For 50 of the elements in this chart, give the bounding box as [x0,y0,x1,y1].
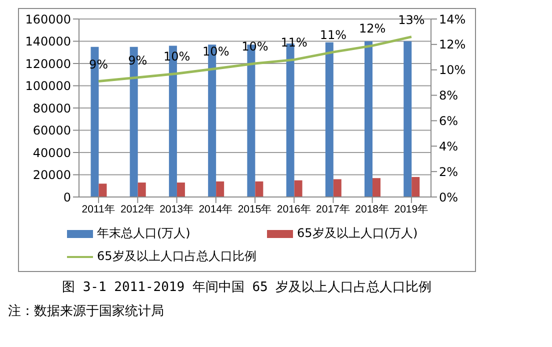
data-label: 11% [320,28,347,42]
y-tick-label: 100000 [25,79,71,94]
bar [372,178,381,197]
y2-tick-label: 8% [439,88,458,103]
data-label: 13% [398,12,425,27]
bar [138,182,146,197]
data-label: 10% [242,40,268,54]
y2-tick-label: 4% [439,139,458,154]
y2-tick-label: 6% [439,114,458,128]
bar [412,176,420,197]
x-tick-label: 2014年 [198,203,234,216]
x-tick-label: 2015年 [238,203,272,216]
y2-tick-label: 0% [439,190,458,204]
bar [325,42,334,197]
y-tick-label: 40000 [32,146,71,160]
y-tick-label: 160000 [25,12,71,26]
x-tick-label: 2016年 [276,203,312,216]
y-tick-label: 140000 [25,34,71,49]
text: 图 3-1 2011-2019 年间中国 65 岁及以上人口占总人口比例 [62,279,433,296]
legend-label: 65岁及以上人口(万人) [297,225,418,242]
bar [176,182,185,197]
bar [98,184,107,197]
x-tick-label: 2012年 [120,203,155,216]
x-tick-label: 2011年 [82,203,116,216]
data-label: 9% [89,57,108,72]
x-tick-label: 2019年 [394,203,429,216]
bar [333,179,342,197]
y-tick-label: 0 [63,190,71,204]
y-tick-label: 60000 [32,124,71,138]
x-tick-label: 2018年 [355,203,390,216]
bar [404,41,412,197]
y2-tick-label: 14% [439,12,466,26]
text: 注：数据来源于国家统计局 [8,303,165,320]
bar [255,181,264,197]
y2-tick-label: 10% [439,63,466,78]
y-tick-label: 20000 [32,168,71,182]
bar [294,180,302,197]
data-label: 12% [358,22,386,36]
legend-label: 65岁及以上人口占总人口比例 [97,248,256,265]
y2-tick-label: 12% [439,38,466,52]
legend-label: 年末总人口(万人) [97,225,190,242]
x-tick-label: 2013年 [160,203,194,216]
bar [364,41,373,197]
y-tick-label: 120000 [25,56,71,71]
y-tick-label: 80000 [32,101,71,116]
y2-tick-label: 2% [439,164,458,179]
data-label: 9% [128,53,148,68]
data-label: 11% [280,36,308,50]
x-tick-label: 2017年 [316,203,350,216]
bar [216,181,224,197]
